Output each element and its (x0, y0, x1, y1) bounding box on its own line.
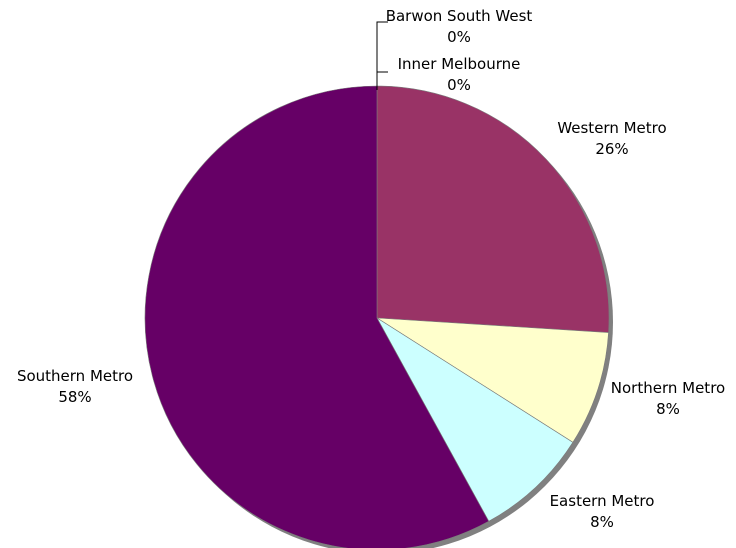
pie-slice-northern-metro (376, 317, 609, 443)
slice-label-northern-metro: Northern Metro 8% (611, 379, 725, 418)
slice-label-inner-melbourne: Inner Melbourne 0% (398, 55, 521, 94)
slice-label-eastern-metro: Eastern Metro 8% (550, 492, 655, 531)
slice-percent-label: 8% (590, 513, 614, 531)
pie-slice-western-metro (376, 85, 610, 333)
pie-slice-southern-metro (144, 85, 490, 548)
slice-labels: Barwon South West 0% Inner Melbourne 0% West… (17, 7, 725, 531)
slice-percent-label: 0% (447, 76, 471, 94)
slice-name-label: Inner Melbourne (398, 55, 521, 73)
slice-name-label: Southern Metro (17, 367, 133, 385)
leader-line (376, 21, 388, 90)
slice-name-label: Barwon South West (386, 7, 533, 25)
leader-line (376, 71, 388, 90)
slice-label-barwon-south-west: Barwon South West 0% (386, 7, 533, 46)
slice-percent-label: 8% (656, 400, 680, 418)
pie-slices (144, 85, 610, 548)
slice-label-southern-metro: Southern Metro 58% (17, 367, 133, 406)
slice-percent-label: 0% (447, 28, 471, 46)
slice-percent-label: 26% (595, 140, 628, 158)
slice-name-label: Eastern Metro (550, 492, 655, 510)
leader-lines (376, 21, 388, 90)
slice-name-label: Western Metro (557, 119, 666, 137)
slice-percent-label: 58% (58, 388, 91, 406)
pie-slice-eastern-metro (376, 317, 574, 522)
slice-label-western-metro: Western Metro 26% (557, 119, 666, 158)
slice-name-label: Northern Metro (611, 379, 725, 397)
